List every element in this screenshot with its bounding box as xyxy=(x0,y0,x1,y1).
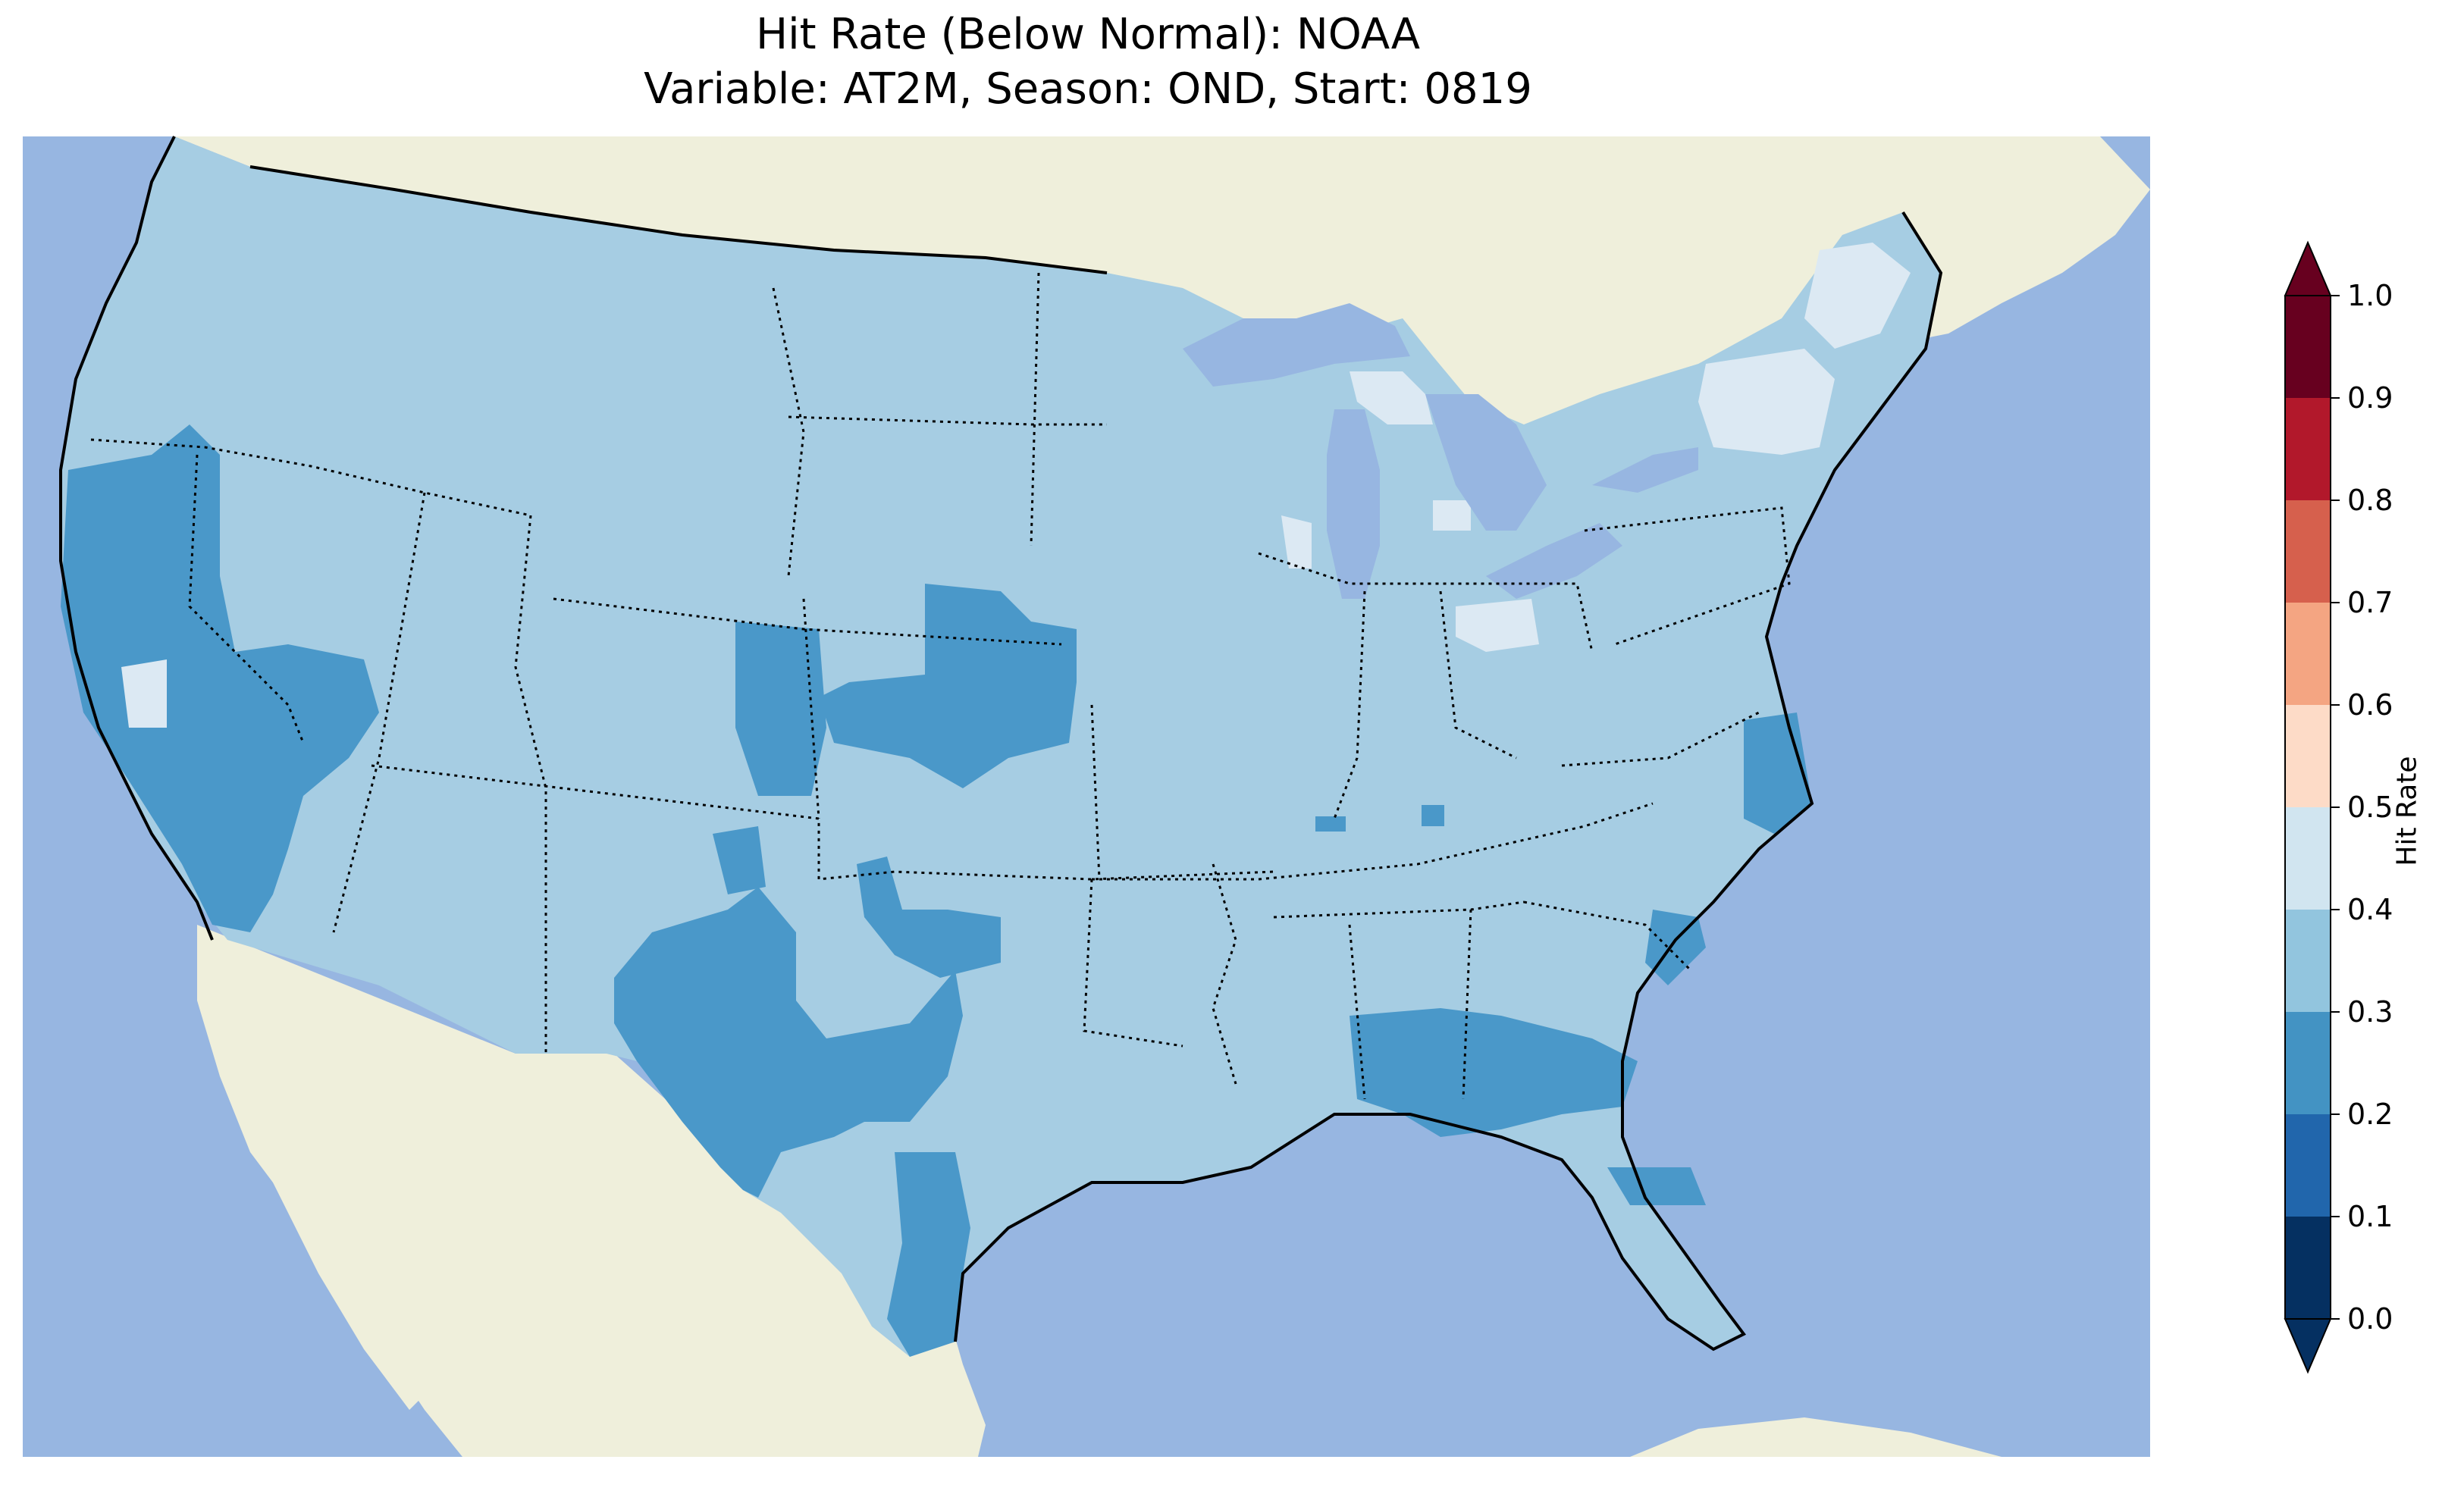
figure-subtitle: Variable: AT2M, Season: OND, Start: 0819 xyxy=(644,64,1532,114)
high-hit-rate-regions xyxy=(121,243,1911,728)
colorbar-tick-label: 0.6 xyxy=(2347,688,2393,722)
colorbar-tick-label: 0.5 xyxy=(2347,791,2393,824)
map-axes xyxy=(23,136,2150,1457)
colorbar-segment xyxy=(2285,398,2331,500)
low-hit-rate-regions xyxy=(61,424,1812,1357)
colorbar-tick-label: 0.7 xyxy=(2347,586,2393,619)
colorbar-tick-label: 0.4 xyxy=(2347,893,2393,926)
great-lakes xyxy=(1183,303,1698,599)
colorbar-tick-label: 0.9 xyxy=(2347,381,2393,415)
colorbar-tick-label: 0.0 xyxy=(2347,1302,2393,1336)
colorbar-segment xyxy=(2285,500,2331,603)
colorbar-segment xyxy=(2285,1012,2331,1114)
colorbar-segment xyxy=(2285,705,2331,807)
colorbar-tick-label: 0.2 xyxy=(2347,1098,2393,1131)
colorbar-tick-label: 0.3 xyxy=(2347,995,2393,1029)
colorbar-segment xyxy=(2285,1114,2331,1217)
colorbar-ticks: 0.0 0.1 0.2 0.3 0.4 0.5 0.6 0.7 0.8 0.9 1.0 xyxy=(2331,279,2393,1336)
colorbar-extend-min-triangle xyxy=(2284,1318,2332,1374)
colorbar-segment xyxy=(2285,807,2331,910)
colorbar-segment xyxy=(2285,296,2331,398)
colorbar-extend-max-triangle xyxy=(2284,240,2332,296)
state-borders xyxy=(90,272,1791,1100)
figure-title: Hit Rate (Below Normal): NOAA xyxy=(755,10,1421,59)
mexico-land xyxy=(197,925,986,1457)
colorbar: 0.0 0.1 0.2 0.3 0.4 0.5 0.6 0.7 0.8 0.9 1.0 xyxy=(2284,240,2393,1374)
colorbar-segment xyxy=(2285,910,2331,1012)
colorbar-segment xyxy=(2285,603,2331,705)
colorbar-tick-label: 0.8 xyxy=(2347,484,2393,517)
coastlines xyxy=(59,136,1943,1351)
cuba-land xyxy=(1630,1417,2002,1457)
colorbar-label: Hit Rate xyxy=(2391,756,2423,866)
colorbar-segments xyxy=(2284,295,2331,1320)
colorbar-segment xyxy=(2285,1217,2331,1319)
colorbar-tick-label: 1.0 xyxy=(2347,279,2393,312)
colorbar-tick-label: 0.1 xyxy=(2347,1200,2393,1233)
